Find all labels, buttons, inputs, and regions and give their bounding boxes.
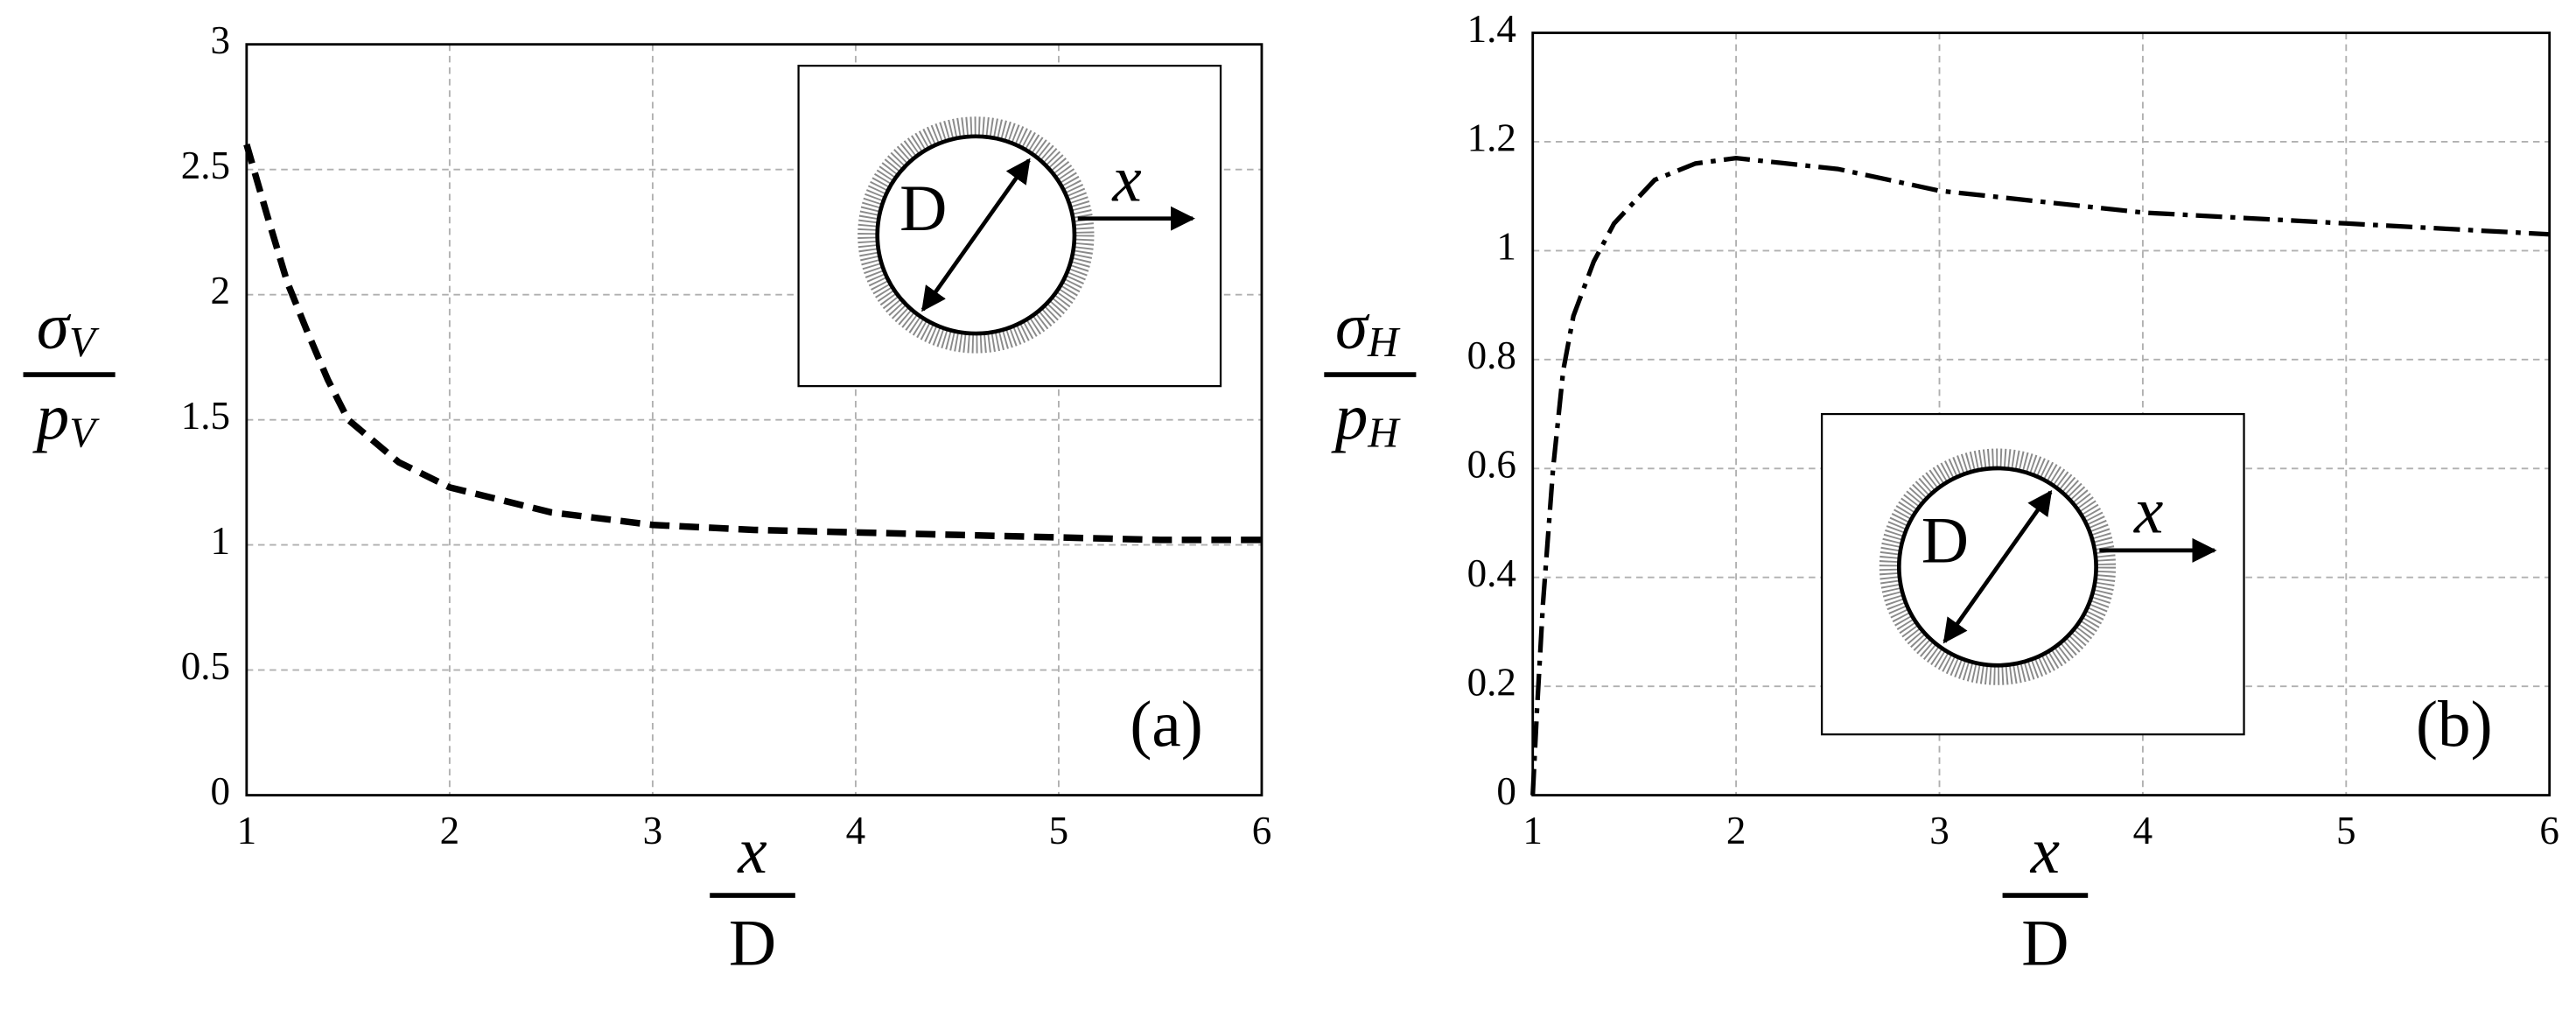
y-tick-label: 0.6	[1467, 443, 1516, 487]
soil-ring	[858, 116, 1095, 354]
y-label-denominator: pV	[32, 382, 101, 457]
x-tick-label: 4	[846, 809, 866, 852]
data-line	[243, 144, 1262, 544]
diameter-arrow	[920, 158, 1031, 312]
x-tick-label: 5	[2336, 809, 2356, 852]
x-tick-label: 2	[1726, 809, 1746, 852]
x-direction-label: x	[2133, 475, 2163, 548]
y-label-numerator: σV	[37, 291, 100, 366]
x-tick-label: 3	[643, 809, 663, 852]
x-tick-label: 6	[1252, 809, 1272, 852]
y-tick-label: 0.8	[1467, 333, 1516, 377]
y-tick-label: 1.2	[1467, 116, 1516, 159]
y-tick-label: 1.4	[1467, 7, 1516, 51]
y-tick-label: 0.5	[181, 644, 230, 688]
plot-frame	[1531, 32, 2552, 796]
diameter-label: D	[900, 172, 947, 245]
plot-frame	[245, 43, 1264, 796]
x-label-numerator: x	[2030, 815, 2060, 887]
y-tick-label: 0	[211, 769, 231, 813]
x-label-denominator: D	[729, 907, 776, 979]
y-tick-label: 0.4	[1467, 551, 1516, 595]
diameter-arrow	[1942, 489, 2053, 644]
y-tick-label: 1.5	[181, 394, 230, 438]
y-label-subscript: V	[69, 410, 100, 457]
x-direction-label: x	[1111, 143, 1141, 215]
x-tick-label: 6	[2539, 809, 2559, 852]
panel-label: (b)	[2416, 689, 2493, 761]
diameter-label: D	[1922, 504, 1969, 577]
y-label-symbol: p	[32, 382, 70, 454]
x-tick-label: 1	[1522, 809, 1543, 852]
x-tick-label: 3	[1929, 809, 1950, 852]
y-tick-label: 0.2	[1467, 660, 1516, 704]
y-tick-label: 0	[1496, 769, 1516, 813]
y-tick-label: 2.5	[181, 144, 230, 187]
soil-ring	[1879, 448, 2117, 685]
y-label-denominator: pH	[1331, 382, 1402, 457]
y-tick-label: 1	[211, 519, 231, 563]
y-label-subscript: V	[69, 319, 100, 366]
y-label-subscript: H	[1367, 410, 1401, 457]
y-label-symbol: p	[1331, 382, 1368, 454]
x-label-denominator: D	[2021, 907, 2068, 979]
y-tick-label: 3	[211, 18, 231, 62]
y-label-symbol: σ	[37, 291, 72, 363]
x-tick-label: 4	[2133, 809, 2153, 852]
data-line	[1530, 155, 2550, 796]
y-label-numerator: σH	[1335, 291, 1401, 366]
y-label-symbol: σ	[1335, 291, 1370, 363]
panel-label: (a)	[1130, 689, 1202, 761]
y-label-subscript: H	[1367, 319, 1401, 366]
y-tick-label: 2	[211, 269, 231, 312]
x-tick-label: 1	[237, 809, 257, 852]
x-tick-label: 5	[1049, 809, 1069, 852]
x-label-numerator: x	[737, 815, 766, 887]
x-tick-label: 2	[440, 809, 460, 852]
y-tick-label: 1	[1496, 225, 1516, 269]
